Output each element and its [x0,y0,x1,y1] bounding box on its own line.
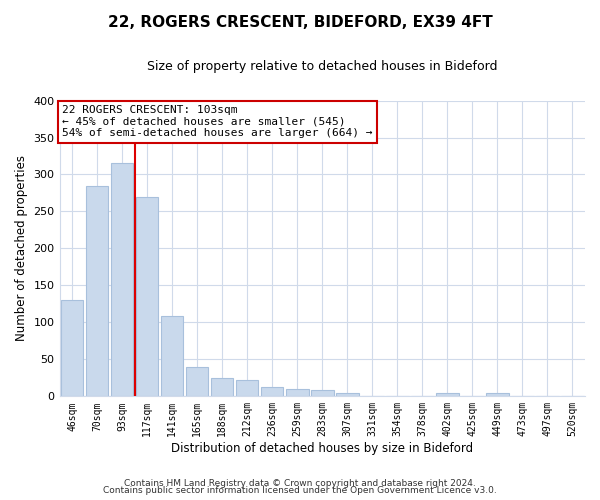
Y-axis label: Number of detached properties: Number of detached properties [15,156,28,342]
Bar [186,367,208,396]
Bar [286,389,308,396]
Title: Size of property relative to detached houses in Bideford: Size of property relative to detached ho… [147,60,497,73]
X-axis label: Distribution of detached houses by size in Bideford: Distribution of detached houses by size … [171,442,473,455]
Bar [336,392,359,396]
Bar [436,394,458,396]
Text: Contains public sector information licensed under the Open Government Licence v3: Contains public sector information licen… [103,486,497,495]
Bar [161,316,184,396]
Bar [111,164,133,396]
Bar [86,186,109,396]
Text: Contains HM Land Registry data © Crown copyright and database right 2024.: Contains HM Land Registry data © Crown c… [124,478,476,488]
Bar [211,378,233,396]
Bar [486,392,509,396]
Bar [136,196,158,396]
Bar [261,386,283,396]
Bar [236,380,259,396]
Text: 22 ROGERS CRESCENT: 103sqm
← 45% of detached houses are smaller (545)
54% of sem: 22 ROGERS CRESCENT: 103sqm ← 45% of deta… [62,105,373,138]
Bar [61,300,83,396]
Bar [311,390,334,396]
Text: 22, ROGERS CRESCENT, BIDEFORD, EX39 4FT: 22, ROGERS CRESCENT, BIDEFORD, EX39 4FT [107,15,493,30]
